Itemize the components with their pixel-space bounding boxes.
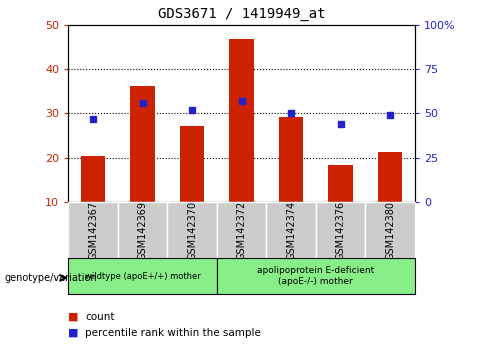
Bar bbox=[180, 126, 204, 202]
Bar bbox=[167, 202, 217, 258]
Text: ■: ■ bbox=[68, 328, 79, 338]
Text: ■: ■ bbox=[68, 312, 79, 322]
Bar bbox=[378, 152, 403, 202]
Bar bbox=[328, 166, 353, 202]
Text: GSM142367: GSM142367 bbox=[88, 200, 98, 260]
Bar bbox=[81, 156, 105, 202]
Text: GSM142376: GSM142376 bbox=[336, 200, 346, 260]
Title: GDS3671 / 1419949_at: GDS3671 / 1419949_at bbox=[158, 7, 325, 21]
Text: GSM142374: GSM142374 bbox=[286, 200, 296, 260]
Bar bbox=[279, 117, 304, 202]
Bar bbox=[217, 258, 415, 294]
Bar bbox=[229, 39, 254, 202]
Bar bbox=[366, 202, 415, 258]
Text: count: count bbox=[85, 312, 115, 322]
Bar bbox=[130, 86, 155, 202]
Bar bbox=[217, 202, 266, 258]
Text: percentile rank within the sample: percentile rank within the sample bbox=[85, 328, 261, 338]
Text: apolipoprotein E-deficient
(apoE-/-) mother: apolipoprotein E-deficient (apoE-/-) mot… bbox=[257, 267, 374, 286]
Bar bbox=[118, 202, 167, 258]
Text: genotype/variation: genotype/variation bbox=[5, 273, 98, 283]
Text: GSM142380: GSM142380 bbox=[385, 201, 395, 259]
Text: GSM142372: GSM142372 bbox=[237, 200, 246, 260]
Bar bbox=[316, 202, 366, 258]
Bar bbox=[266, 202, 316, 258]
Bar bbox=[68, 258, 217, 294]
Text: GSM142369: GSM142369 bbox=[138, 201, 147, 259]
Text: GSM142370: GSM142370 bbox=[187, 200, 197, 260]
Bar bbox=[68, 202, 118, 258]
Text: wildtype (apoE+/+) mother: wildtype (apoE+/+) mother bbox=[85, 272, 201, 281]
